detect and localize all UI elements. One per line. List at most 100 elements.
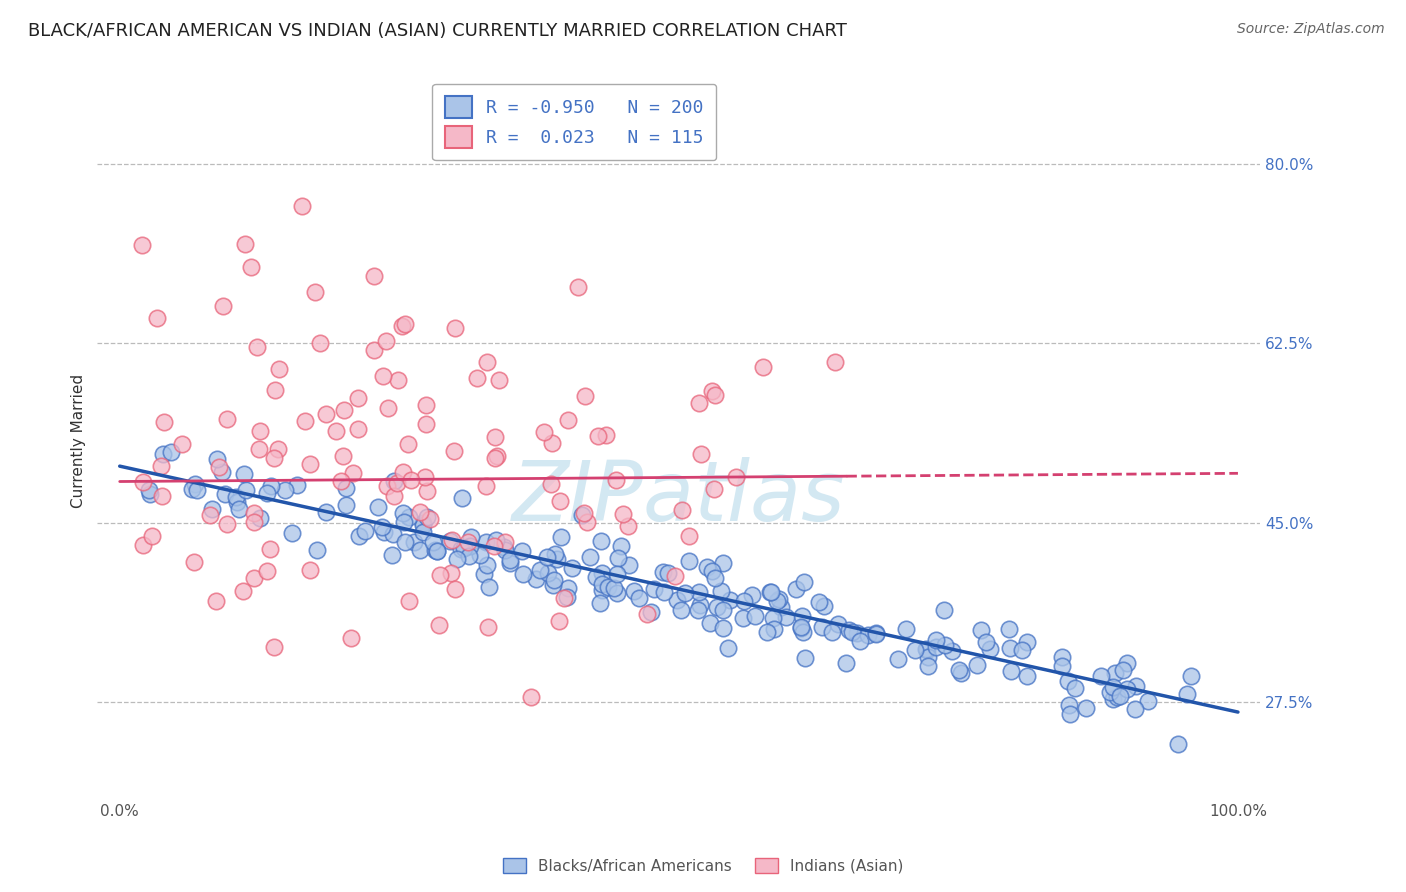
Point <box>1125 679 1147 693</box>
Point <box>1175 687 1198 701</box>
Point <box>688 603 710 617</box>
Point <box>703 483 725 497</box>
Point <box>225 490 247 504</box>
Point <box>657 566 679 581</box>
Point <box>215 516 238 531</box>
Point <box>325 425 347 439</box>
Point <box>865 627 887 641</box>
Point <box>810 620 832 634</box>
Point <box>335 498 357 512</box>
Point <box>329 474 352 488</box>
Point <box>948 663 970 677</box>
Point <box>228 502 250 516</box>
Point <box>688 585 710 599</box>
Point <box>477 355 499 369</box>
Point <box>472 567 495 582</box>
Point <box>1102 681 1125 695</box>
Point <box>733 593 755 607</box>
Point <box>793 574 815 589</box>
Point <box>429 568 451 582</box>
Point <box>703 388 725 402</box>
Point <box>347 529 370 543</box>
Point <box>273 483 295 498</box>
Point <box>607 551 630 566</box>
Point <box>540 476 562 491</box>
Point <box>550 530 572 544</box>
Point <box>617 519 640 533</box>
Point <box>146 310 169 325</box>
Point <box>233 467 256 481</box>
Point <box>845 626 868 640</box>
Point <box>475 535 498 549</box>
Point <box>458 549 481 564</box>
Point <box>598 580 620 594</box>
Point <box>627 591 650 606</box>
Point <box>399 473 422 487</box>
Point <box>979 642 1001 657</box>
Point <box>465 371 488 385</box>
Point <box>335 481 357 495</box>
Point <box>824 355 846 369</box>
Point <box>415 483 437 498</box>
Point <box>941 644 963 658</box>
Point <box>970 623 993 637</box>
Point <box>285 478 308 492</box>
Legend: Blacks/African Americans, Indians (Asian): Blacks/African Americans, Indians (Asian… <box>496 852 910 880</box>
Point <box>595 428 617 442</box>
Point <box>247 442 270 456</box>
Point <box>553 591 575 605</box>
Point <box>790 608 813 623</box>
Point <box>477 620 499 634</box>
Point <box>152 447 174 461</box>
Point <box>494 543 516 558</box>
Point <box>477 558 499 572</box>
Point <box>208 460 231 475</box>
Point <box>636 607 658 621</box>
Point <box>307 543 329 558</box>
Point <box>391 465 413 479</box>
Point <box>671 503 693 517</box>
Point <box>451 491 474 505</box>
Point <box>412 525 434 540</box>
Point <box>1076 701 1098 715</box>
Point <box>256 485 278 500</box>
Point <box>610 539 633 553</box>
Point <box>402 535 425 549</box>
Point <box>966 658 988 673</box>
Point <box>1098 685 1121 699</box>
Point <box>519 690 541 704</box>
Text: Source: ZipAtlas.com: Source: ZipAtlas.com <box>1237 22 1385 37</box>
Point <box>392 515 415 529</box>
Point <box>484 539 506 553</box>
Point <box>688 396 710 410</box>
Point <box>711 621 734 635</box>
Point <box>1136 694 1159 708</box>
Point <box>460 530 482 544</box>
Point <box>678 529 700 543</box>
Point <box>425 543 447 558</box>
Point <box>256 564 278 578</box>
Point <box>567 280 589 294</box>
Point <box>652 565 675 579</box>
Point <box>141 529 163 543</box>
Point <box>751 359 773 374</box>
Point <box>172 437 194 451</box>
Point <box>541 436 564 450</box>
Point <box>263 451 285 466</box>
Point <box>426 543 449 558</box>
Point <box>398 510 420 524</box>
Point <box>949 665 972 680</box>
Point <box>153 415 176 429</box>
Point <box>666 593 689 607</box>
Legend: R = -0.950   N = 200, R =  0.023   N = 115: R = -0.950 N = 200, R = 0.023 N = 115 <box>432 84 716 161</box>
Point <box>917 650 939 665</box>
Point <box>544 547 567 561</box>
Point <box>381 548 404 562</box>
Point <box>346 423 368 437</box>
Point <box>375 479 398 493</box>
Point <box>249 424 271 438</box>
Point <box>1123 702 1146 716</box>
Point <box>346 391 368 405</box>
Point <box>915 642 938 657</box>
Point <box>807 594 830 608</box>
